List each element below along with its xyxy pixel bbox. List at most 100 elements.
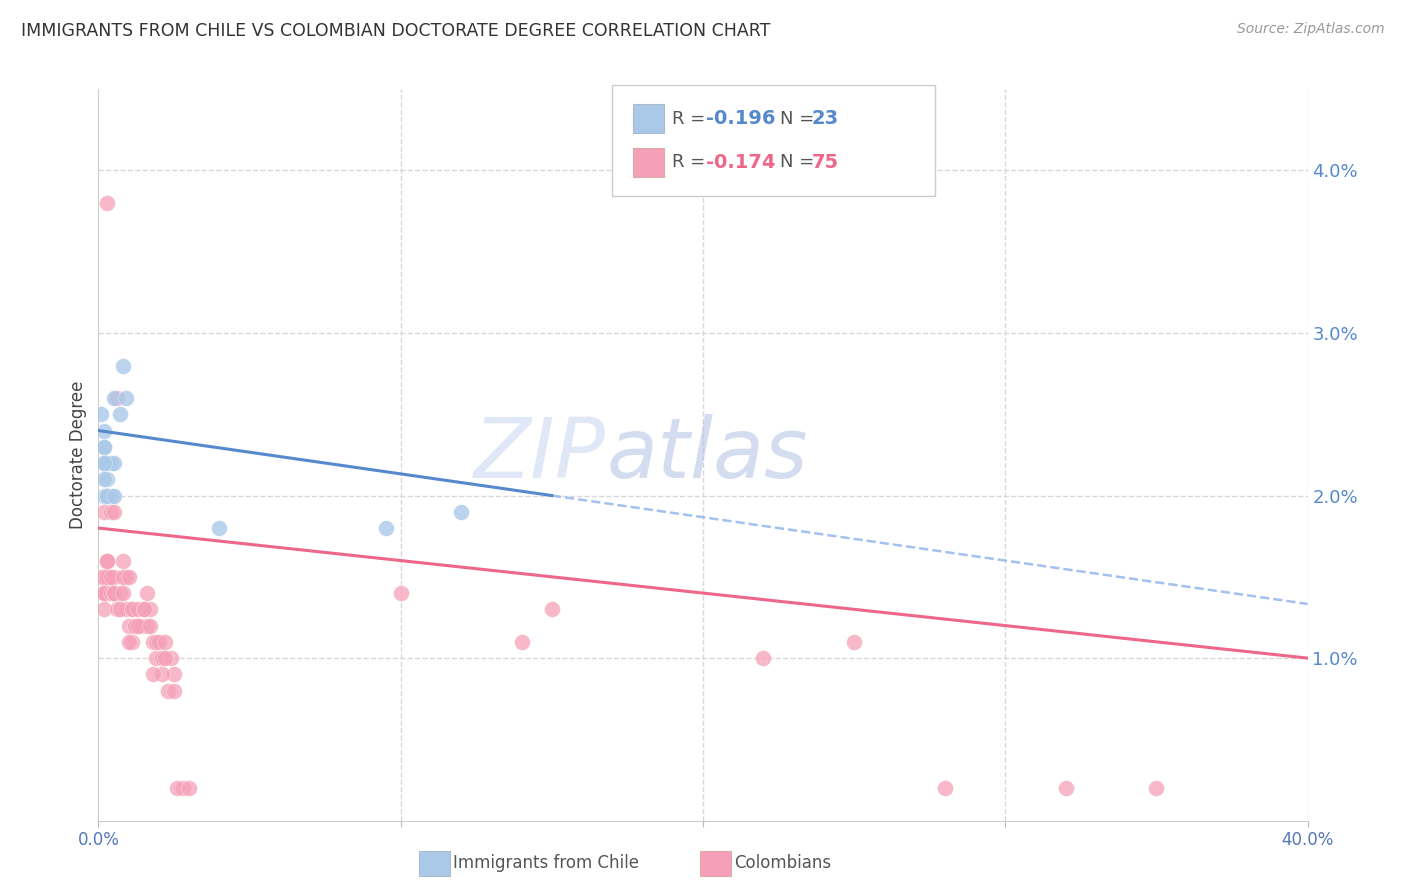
- Point: [90, 407, 112, 421]
- Point: [1144, 781, 1167, 796]
- Point: [150, 651, 173, 665]
- Point: [374, 521, 396, 535]
- Point: [103, 489, 125, 503]
- Point: [934, 781, 956, 796]
- Point: [114, 602, 136, 616]
- Text: 75: 75: [811, 153, 838, 172]
- Point: [153, 635, 176, 649]
- Point: [118, 570, 141, 584]
- Point: [450, 505, 472, 519]
- Text: -0.174: -0.174: [706, 153, 775, 172]
- Point: [93, 440, 115, 454]
- Point: [124, 618, 146, 632]
- Point: [100, 586, 122, 600]
- Point: [93, 586, 115, 600]
- Point: [111, 586, 134, 600]
- Point: [172, 781, 194, 796]
- Point: [124, 618, 146, 632]
- Point: [103, 586, 125, 600]
- Text: Colombians: Colombians: [734, 855, 831, 872]
- Point: [93, 570, 115, 584]
- Point: [93, 489, 115, 503]
- Point: [111, 570, 134, 584]
- Point: [844, 635, 866, 649]
- Point: [160, 651, 183, 665]
- Point: [103, 586, 125, 600]
- Point: [163, 667, 186, 681]
- Point: [96, 489, 118, 503]
- Point: [108, 602, 131, 616]
- Point: [105, 391, 128, 405]
- Point: [179, 781, 201, 796]
- Point: [139, 602, 162, 616]
- Point: [96, 586, 118, 600]
- Point: [103, 505, 125, 519]
- Point: [208, 521, 231, 535]
- Point: [108, 586, 131, 600]
- Point: [132, 602, 155, 616]
- Point: [156, 683, 179, 698]
- Point: [103, 456, 125, 470]
- Text: N =: N =: [780, 153, 820, 171]
- Text: 23: 23: [811, 109, 838, 128]
- Point: [1054, 781, 1077, 796]
- Point: [105, 602, 128, 616]
- Point: [118, 618, 141, 632]
- Text: Source: ZipAtlas.com: Source: ZipAtlas.com: [1237, 22, 1385, 37]
- Point: [93, 570, 115, 584]
- Text: R =: R =: [672, 153, 711, 171]
- Point: [96, 196, 118, 211]
- Point: [139, 618, 162, 632]
- Point: [145, 635, 167, 649]
- Point: [93, 440, 115, 454]
- Point: [121, 635, 143, 649]
- Point: [96, 456, 118, 470]
- Point: [108, 407, 131, 421]
- Text: atlas: atlas: [606, 415, 808, 495]
- Point: [93, 570, 115, 584]
- Text: R =: R =: [672, 110, 711, 128]
- Point: [90, 570, 112, 584]
- Point: [135, 618, 157, 632]
- Point: [135, 586, 157, 600]
- Point: [100, 505, 122, 519]
- Point: [127, 618, 149, 632]
- Point: [100, 456, 122, 470]
- Point: [132, 602, 155, 616]
- Point: [510, 635, 533, 649]
- Point: [93, 456, 115, 470]
- Point: [114, 570, 136, 584]
- Point: [163, 683, 186, 698]
- Point: [96, 489, 118, 503]
- Point: [100, 586, 122, 600]
- Point: [103, 391, 125, 405]
- Point: [121, 602, 143, 616]
- Point: [752, 651, 775, 665]
- Point: [96, 586, 118, 600]
- Point: [150, 667, 173, 681]
- Point: [100, 570, 122, 584]
- Point: [96, 553, 118, 567]
- Point: [100, 489, 122, 503]
- Point: [111, 359, 134, 373]
- Point: [389, 586, 412, 600]
- Point: [153, 651, 176, 665]
- Text: IMMIGRANTS FROM CHILE VS COLOMBIAN DOCTORATE DEGREE CORRELATION CHART: IMMIGRANTS FROM CHILE VS COLOMBIAN DOCTO…: [21, 22, 770, 40]
- Point: [96, 570, 118, 584]
- Point: [93, 424, 115, 438]
- Point: [96, 570, 118, 584]
- Point: [93, 472, 115, 486]
- Text: Immigrants from Chile: Immigrants from Chile: [453, 855, 638, 872]
- Point: [93, 586, 115, 600]
- Point: [96, 553, 118, 567]
- Point: [142, 635, 165, 649]
- Point: [103, 570, 125, 584]
- Point: [96, 472, 118, 486]
- Point: [118, 635, 141, 649]
- Point: [127, 602, 149, 616]
- Y-axis label: Doctorate Degree: Doctorate Degree: [69, 381, 87, 529]
- Point: [166, 781, 188, 796]
- Text: ZIP: ZIP: [474, 415, 606, 495]
- Point: [540, 602, 562, 616]
- Point: [93, 456, 115, 470]
